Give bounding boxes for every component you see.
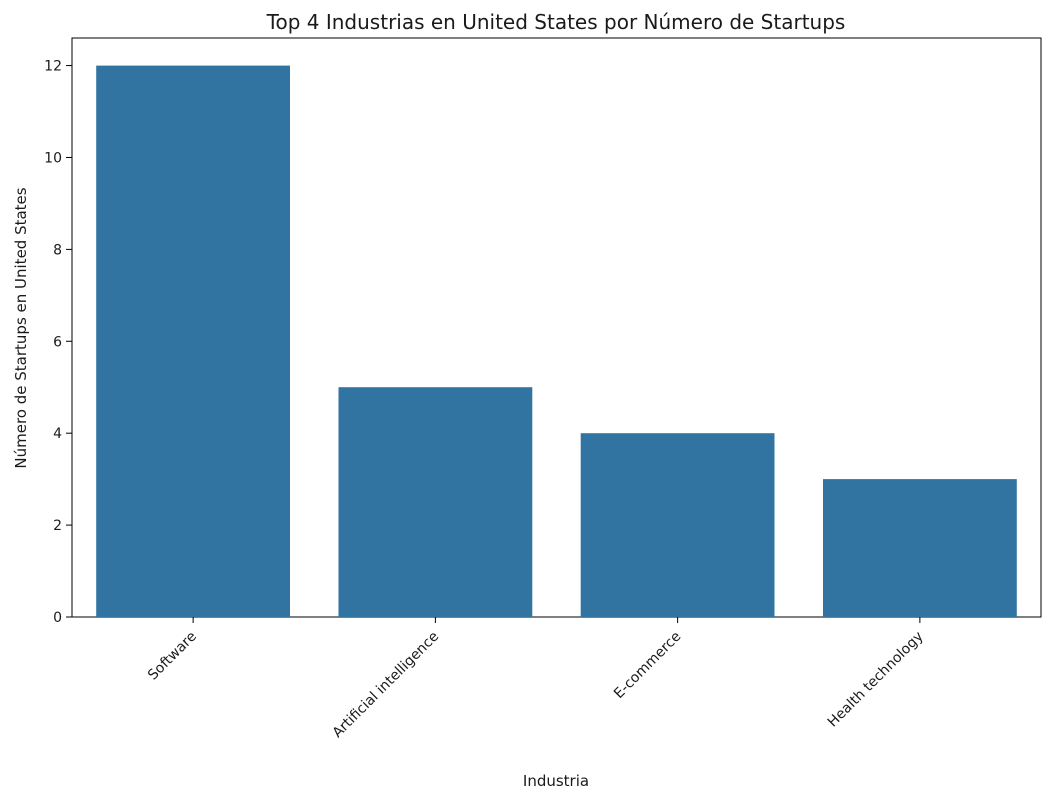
x-tick-label: Health technology [825, 629, 927, 731]
y-tick-label: 0 [53, 610, 62, 626]
plot-frame [71, 37, 1042, 618]
x-tick-label: Artificial intelligence [330, 629, 443, 742]
y-tick-label: 2 [53, 518, 62, 534]
bars-group [96, 65, 1017, 618]
chart-title: Top 4 Industrias en United States por Nú… [266, 10, 846, 34]
y-axis: 0 2 4 6 8 10 12 [44, 59, 72, 626]
bar-health-technology [823, 479, 1017, 617]
y-tick-label: 10 [44, 150, 62, 166]
bar-software [96, 65, 290, 618]
x-axis-label: Industria [523, 772, 589, 787]
y-tick-label: 4 [53, 426, 62, 442]
y-tick-label: 6 [53, 334, 62, 350]
bar-artificial-intelligence [338, 387, 533, 617]
x-tick-label: E-commerce [611, 629, 684, 702]
y-tick-label: 12 [44, 59, 62, 75]
x-axis: Software Artificial intelligence E-commerc… [145, 617, 927, 741]
y-axis-label: Número de Startups en United States [12, 187, 30, 468]
x-tick-label: Software [145, 629, 200, 684]
y-tick-label: 8 [53, 242, 62, 258]
plot-area [71, 37, 1042, 618]
bar-e-commerce [580, 433, 775, 617]
